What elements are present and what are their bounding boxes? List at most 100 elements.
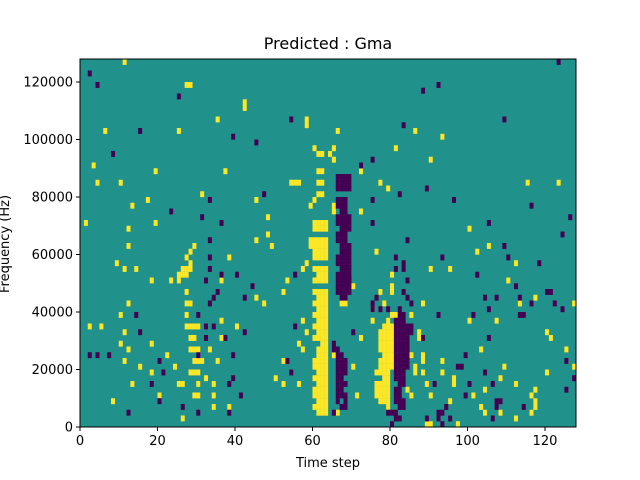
- heatmap-cell-high: [316, 277, 321, 284]
- heatmap-cell-high: [304, 329, 309, 336]
- heatmap-cell-low: [424, 415, 429, 422]
- heatmap-cell-low: [335, 363, 340, 370]
- heatmap-cell-high: [188, 369, 193, 376]
- heatmap-cell-high: [359, 208, 364, 215]
- heatmap-cell-low: [339, 271, 344, 278]
- heatmap-cell-low: [207, 197, 212, 203]
- heatmap-cell-high: [118, 179, 123, 186]
- heatmap-cell-low: [107, 352, 112, 359]
- heatmap-cell-high: [192, 243, 197, 249]
- heatmap-cell-low: [262, 191, 267, 198]
- heatmap-cell-high: [355, 392, 360, 399]
- heatmap-cell-high: [138, 363, 143, 370]
- heatmap-cell-high: [130, 381, 135, 387]
- heatmap-cell-low: [242, 329, 247, 336]
- heatmap-cell-high: [386, 340, 391, 347]
- heatmap-cell-high: [196, 369, 201, 376]
- heatmap-cell-low: [401, 381, 406, 387]
- heatmap-cell-high: [324, 317, 329, 324]
- heatmap-cell-low: [343, 294, 348, 301]
- heatmap-cell-low: [95, 352, 100, 359]
- heatmap-cell-low: [401, 312, 406, 318]
- heatmap-cell-low: [343, 369, 348, 376]
- y-axis-ticks: 0 20000 40000 60000 80000 100000 120000: [23, 76, 80, 436]
- heatmap-cell-high: [200, 358, 205, 364]
- heatmap-cell-high: [386, 358, 391, 364]
- heatmap-cell-high: [409, 312, 414, 318]
- heatmap-cell-low: [138, 329, 143, 336]
- heatmap-cell-high: [479, 346, 484, 353]
- heatmap-cell-high: [320, 323, 325, 330]
- heatmap-cell-high: [386, 392, 391, 399]
- heatmap-cell-high: [320, 329, 325, 336]
- heatmap-cell-low: [339, 248, 344, 255]
- heatmap-cell-high: [320, 294, 325, 301]
- heatmap-cell-high: [196, 381, 201, 387]
- heatmap-cell-low: [335, 386, 340, 393]
- heatmap-cell-low: [548, 289, 553, 295]
- heatmap-cell-high: [409, 392, 414, 399]
- heatmap-cell-high: [320, 358, 325, 364]
- heatmap-cell-low: [335, 185, 340, 192]
- heatmap-cell-high: [382, 340, 387, 347]
- heatmap-cell-low: [397, 323, 402, 330]
- heatmap-cell-high: [390, 352, 395, 359]
- heatmap-cell-high: [312, 312, 317, 318]
- heatmap-cell-high: [386, 404, 391, 410]
- heatmap-cell-high: [331, 145, 336, 152]
- heatmap-cell-high: [281, 289, 286, 295]
- heatmap-cell-high: [421, 358, 426, 364]
- heatmap-cell-low: [440, 409, 445, 416]
- heatmap-cell-low: [393, 363, 398, 370]
- heatmap-cell-low: [343, 363, 348, 370]
- heatmap-cell-high: [316, 352, 321, 359]
- heatmap-cell-low: [134, 312, 139, 318]
- heatmap-cell-low: [401, 398, 406, 405]
- heatmap-cell-high: [219, 335, 224, 341]
- heatmap-cell-high: [386, 363, 391, 370]
- heatmap-cell-high: [304, 122, 309, 129]
- heatmap-cell-high: [390, 271, 395, 278]
- heatmap-cell-high: [533, 294, 538, 301]
- heatmap-cell-low: [335, 277, 340, 284]
- heatmap-cell-low: [339, 381, 344, 387]
- heatmap-cell-high: [316, 312, 321, 318]
- heatmap-cell-low: [405, 363, 410, 370]
- heatmap-cell-high: [339, 300, 344, 307]
- heatmap-cell-high: [324, 340, 329, 347]
- heatmap-cell-high: [378, 363, 383, 370]
- heatmap-cell-high: [320, 392, 325, 399]
- heatmap-cell-high: [405, 386, 410, 393]
- heatmap-cell-high: [192, 358, 197, 364]
- heatmap-cell-high: [316, 168, 321, 175]
- heatmap-cell-high: [324, 243, 329, 249]
- heatmap-cell-high: [533, 398, 538, 405]
- heatmap-cell-low: [393, 323, 398, 330]
- heatmap-cell-low: [545, 289, 550, 295]
- heatmap-cell-low: [204, 277, 209, 284]
- heatmap-cell-high: [324, 375, 329, 382]
- heatmap-cell-low: [335, 358, 340, 364]
- heatmap-cell-low: [486, 335, 491, 341]
- heatmap-cell-low: [486, 220, 491, 226]
- heatmap-cell-high: [204, 375, 209, 382]
- heatmap-cell-low: [343, 220, 348, 226]
- heatmap-cell-low: [397, 398, 402, 405]
- heatmap-cell-low: [335, 271, 340, 278]
- heatmap-cell-high: [471, 392, 476, 399]
- heatmap-cell-high: [467, 225, 472, 232]
- heatmap-cell-high: [176, 381, 181, 387]
- heatmap-cell-high: [99, 323, 104, 330]
- heatmap-cell-low: [409, 300, 414, 307]
- heatmap-cell-high: [184, 82, 189, 88]
- heatmap-cell-low: [339, 214, 344, 221]
- heatmap-cell-high: [176, 277, 181, 284]
- heatmap-cell-low: [401, 329, 406, 336]
- heatmap-cell-low: [347, 266, 352, 272]
- heatmap-cell-low: [405, 277, 410, 284]
- heatmap-cell-high: [331, 156, 336, 163]
- heatmap-cell-high: [211, 381, 216, 387]
- heatmap-cell-high: [316, 404, 321, 410]
- heatmap-cell-high: [157, 392, 162, 399]
